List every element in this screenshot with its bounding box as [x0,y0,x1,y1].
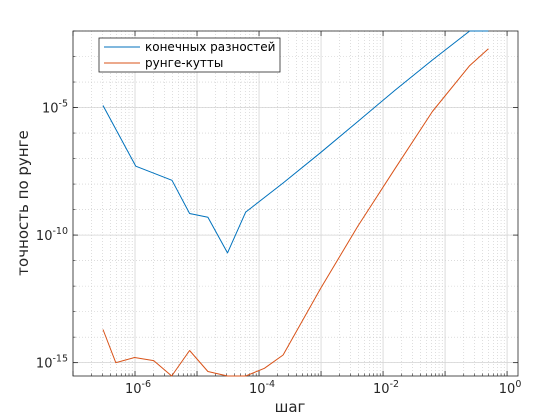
axes-box [72,30,519,377]
y-tick-label: 10-10 [36,226,68,244]
x-tick-label: 10-6 [125,379,151,397]
minor-grid [73,30,518,376]
axes-background [73,31,518,376]
x-tick-labels: 10-6 10-4 10-2 100 [125,379,521,397]
x-tick-label: 10-4 [249,379,275,397]
y-tick-label: 10-5 [42,99,68,117]
legend-label-runge-kutta: рунге-кутты [145,56,223,70]
y-tick-label: 10-15 [36,354,68,372]
x-tick-label: 10-2 [373,379,399,397]
y-tick-labels: 10-15 10-10 10-5 [36,99,68,372]
y-axis-label: точность по рунге [14,130,32,275]
series-lines [102,30,489,377]
major-grid [72,31,518,376]
axis-ticks [72,30,518,376]
legend-box [98,37,281,73]
series-line-finite-difference [102,30,489,254]
legend-label-finite-difference: конечных разностей [145,40,275,54]
series-line-runge-kutta [102,48,489,377]
x-axis-label: шаг [275,398,306,416]
legend: конечных разностей рунге-кутты [98,37,281,73]
x-tick-label: 100 [499,379,522,397]
